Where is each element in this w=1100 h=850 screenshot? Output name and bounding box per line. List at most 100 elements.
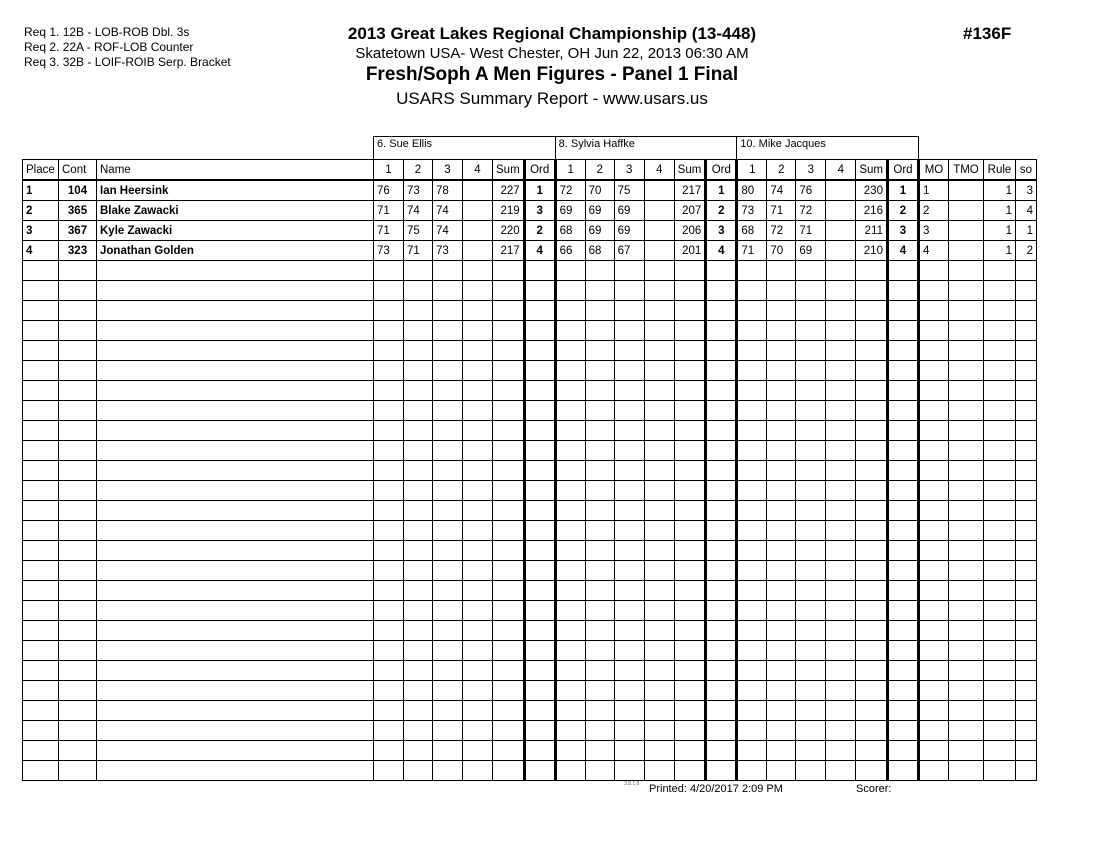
score-cell [403,540,433,561]
ordinal-cell [885,760,920,781]
score-cell: 75 [403,220,433,241]
so-cell [1014,260,1037,281]
contestant-number-cell [58,420,97,441]
score-cell [584,300,615,321]
score-cell [554,280,586,301]
ordinal-cell [522,740,557,761]
place-cell [22,760,59,781]
score-cell: 75 [613,179,645,201]
place-cell: 4 [22,240,59,261]
score-cell [403,700,433,721]
score-cell [825,340,857,361]
table-row [22,260,1037,281]
score-cell [462,720,493,741]
ordinal-cell: 3 [885,220,920,241]
ordinal-cell [704,360,739,381]
ordinal-cell [885,660,920,681]
table-row: 4 323 Jonathan Golden 73 71 73 217 4 66 68 67 201 4 7… [22,240,1037,261]
score-cell [403,440,433,461]
table-row [22,360,1037,381]
judge-header-row: 6. Sue Ellis 8. Sylvia Haffke 10. Mike Jac… [23,136,1037,160]
ordinal-cell: 2 [522,220,557,241]
score-cell [825,360,857,381]
score-cell [736,660,768,681]
score-cell [432,680,463,701]
score-cell [613,700,645,721]
mo-cell [917,420,949,441]
tmo-cell [947,360,984,381]
score-cell [825,260,857,281]
score-cell [432,400,463,421]
contestant-number-cell [58,620,97,641]
score-cell [403,400,433,421]
name-cell [96,680,374,701]
rule-cell: 1 [982,179,1016,201]
requirement-1: Req 1. 12B - LOB-ROB Dbl. 3s [24,25,190,39]
score-cell [825,280,857,301]
place-cell [22,600,59,621]
score-cell [373,420,404,441]
ordinal-cell: 3 [522,200,557,221]
sum-cell [855,460,888,481]
ordinal-cell [885,540,920,561]
score-cell [795,640,827,661]
score-cell [403,340,433,361]
rule-cell [982,660,1016,681]
mo-cell [917,300,949,321]
ordinal-cell [522,360,557,381]
tmo-cell [947,300,984,321]
ordinal-cell [704,680,739,701]
ordinal-cell [885,520,920,541]
name-cell [96,360,374,381]
score-cell [432,360,463,381]
column-header-place: Place [22,159,59,181]
name-cell [96,380,374,401]
report-title: USARS Summary Report - www.usars.us [396,89,708,108]
score-cell [795,520,827,541]
score-cell [462,440,493,461]
sum-cell [855,280,888,301]
tmo-cell [947,340,984,361]
score-cell [462,179,493,201]
spacer [23,137,374,160]
contestant-number-cell [58,700,97,721]
table-row [22,680,1037,701]
score-cell [584,500,615,521]
score-cell [795,320,827,341]
sum-cell [492,700,525,721]
score-cell [825,540,857,561]
mo-cell [917,720,949,741]
score-cell [795,360,827,381]
ordinal-cell [522,560,557,581]
ordinal-cell [885,580,920,601]
tmo-cell [947,480,984,501]
sum-cell [492,300,525,321]
mo-cell [917,760,949,781]
name-cell [96,760,374,781]
rule-cell [982,480,1016,501]
score-cell [462,520,493,541]
rule-cell [982,420,1016,441]
column-header-rule: Rule [982,159,1016,181]
mo-cell [917,440,949,461]
score-cell [462,260,493,281]
table-row [22,560,1037,581]
table-row [22,600,1037,621]
score-cell [432,340,463,361]
place-cell: 2 [22,200,59,221]
sum-cell [673,540,707,561]
printed-date: Printed: 4/20/2017 2:09 PM [649,783,783,795]
ordinal-cell [522,260,557,281]
score-cell [584,540,615,561]
score-cell [462,320,493,341]
sum-cell: 227 [492,179,525,201]
table-row [22,340,1037,361]
tmo-cell [947,400,984,421]
sum-cell [855,620,888,641]
score-cell [432,320,463,341]
score-cell [613,460,645,481]
score-cell [462,240,493,261]
score-cell [736,620,768,641]
rule-cell [982,640,1016,661]
score-cell [373,680,404,701]
